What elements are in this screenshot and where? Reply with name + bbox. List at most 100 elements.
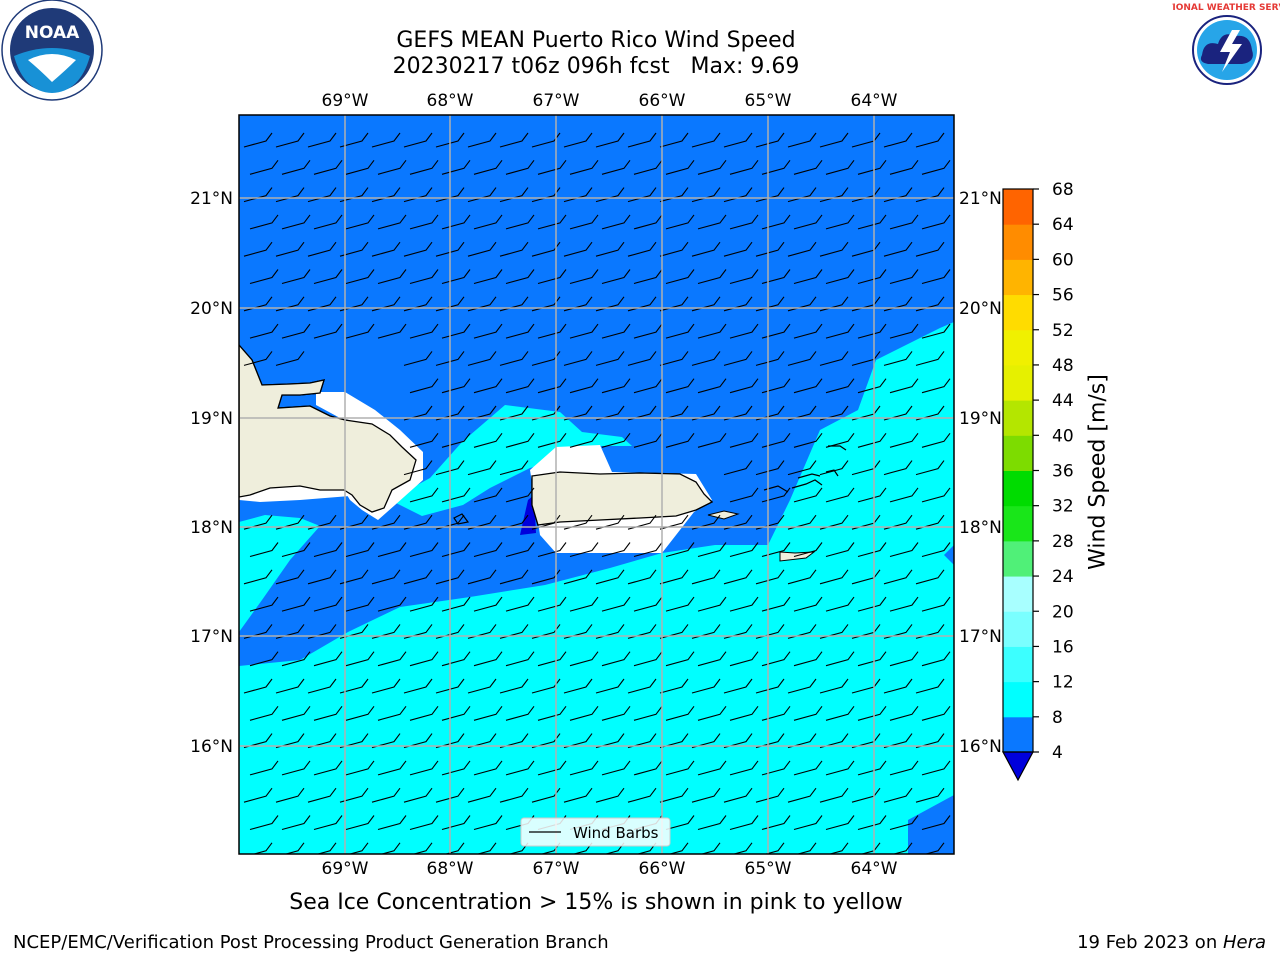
wind-barb: [793, 542, 823, 558]
wind-barb: [252, 842, 273, 854]
wind-barb: [473, 378, 503, 394]
lon-tick-bottom-1: 68°W: [427, 859, 474, 879]
colorbar-tick-40: 40: [1052, 426, 1074, 446]
wind-barb: [435, 787, 465, 803]
wind-barb: [787, 351, 817, 366]
wind-barb: [633, 214, 663, 230]
noaa-logo: NOAA: [1, 0, 103, 101]
wind-barb: [409, 705, 439, 721]
wind-barb: [243, 787, 273, 803]
wind-barb: [473, 542, 503, 558]
wind-barb: [563, 678, 593, 694]
wind-barb: [505, 432, 535, 448]
wind-barb: [371, 296, 401, 312]
wind-barb: [313, 323, 343, 339]
wind-barb: [857, 323, 887, 339]
wind-barb: [691, 296, 721, 312]
nws-logo: NATIONAL WEATHER SERVICE: [1172, 2, 1280, 98]
wind-barb: [569, 760, 599, 776]
colorbar-tick-60: 60: [1052, 250, 1074, 270]
wind-barb: [499, 351, 529, 366]
wind-barb: [921, 651, 951, 667]
wind-barb: [755, 351, 785, 366]
colorbar-label: Wind Speed [m/s]: [1085, 374, 1111, 570]
wind-barb: [921, 378, 951, 394]
speed-8-12-region-west: [239, 515, 320, 632]
wind-barb: [819, 569, 849, 585]
wind-barb: [499, 460, 529, 476]
wind-barb: [755, 569, 785, 585]
colorbar-tick-12: 12: [1052, 673, 1074, 693]
wind-barb: [883, 460, 913, 476]
lat-tick-left-3: 18°N: [190, 518, 233, 538]
footer-date: 19 Feb 2023 on Hera: [1077, 932, 1266, 953]
wind-barb: [761, 487, 791, 503]
wind-barb: [633, 705, 663, 721]
wind-barb: [601, 269, 631, 285]
wind-barb: [659, 569, 689, 585]
colorbar-segment-15: [1003, 189, 1033, 225]
wind-barb: [697, 159, 727, 175]
wind-barb: [563, 569, 593, 585]
wind-barb: [915, 678, 945, 694]
land-virgin-islands: [763, 445, 847, 493]
lat-tick-right-0: 21°N: [959, 189, 1002, 209]
wind-barb: [473, 269, 503, 285]
wind-barb: [729, 432, 759, 448]
wind-barb: [281, 760, 311, 776]
wind-barb: [531, 678, 561, 694]
wind-barb: [281, 542, 311, 558]
wind-barb: [921, 214, 951, 230]
wind-barb: [537, 596, 567, 612]
wind-barb: [409, 596, 439, 612]
lon-tick-bottom-4: 65°W: [745, 859, 792, 879]
wind-barb: [505, 596, 535, 612]
wind-barb: [697, 705, 727, 721]
wind-barb: [473, 432, 503, 448]
wind-barb: [723, 460, 753, 476]
wind-barb: [857, 214, 887, 230]
wind-barb: [505, 214, 535, 230]
wind-barb: [659, 132, 689, 148]
wind-barb: [313, 760, 343, 776]
wind-barb: [473, 760, 503, 776]
wind-barb: [377, 159, 407, 175]
wind-barb: [281, 214, 311, 230]
wind-barb: [249, 651, 279, 667]
colorbar-segment-11: [1003, 329, 1033, 366]
lat-tick-left-2: 19°N: [190, 409, 233, 429]
wind-barb: [729, 378, 759, 394]
wind-barb: [825, 378, 855, 394]
wind-barb: [825, 159, 855, 175]
wind-barb: [435, 351, 465, 366]
graticule: [239, 115, 954, 854]
wind-barb: [857, 487, 887, 503]
wind-barb: [435, 132, 465, 148]
colorbar-tick-32: 32: [1052, 497, 1074, 517]
wind-barb: [633, 378, 663, 394]
wind-barb: [787, 569, 817, 585]
wind-barb: [921, 596, 951, 612]
wind-barb: [915, 351, 945, 366]
wind-barb: [627, 187, 657, 203]
wind-barb: [921, 269, 951, 285]
wind-barb: [409, 432, 439, 448]
wind-barb: [633, 542, 663, 558]
wind-barb: [857, 432, 887, 448]
wind-barb: [723, 187, 753, 203]
wind-barb: [499, 569, 529, 585]
wind-barb: [697, 323, 727, 339]
wind-barb: [249, 269, 279, 285]
wind-barb: [659, 187, 689, 203]
wind-barb: [313, 651, 343, 667]
colorbar-segment-6: [1003, 505, 1033, 542]
wind-barb: [889, 269, 919, 285]
wind-barb: [627, 241, 657, 257]
colorbar-tick-44: 44: [1052, 391, 1074, 411]
wind-barb: [569, 596, 599, 612]
wind-barb: [249, 815, 279, 831]
wind-barb: [793, 651, 823, 667]
sea-ice-note: Sea Ice Concentration > 15% is shown in …: [289, 890, 903, 915]
wind-barb: [915, 187, 945, 203]
